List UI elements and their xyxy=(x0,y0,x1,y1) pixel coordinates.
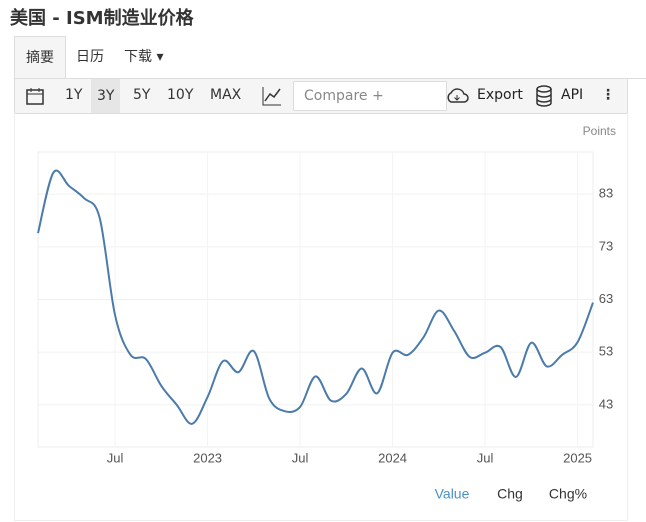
range-button[interactable]: 3Y xyxy=(91,79,121,113)
export-icon[interactable] xyxy=(445,86,469,106)
chart-panel xyxy=(14,113,628,521)
y-tick-label: 43 xyxy=(599,396,613,411)
toolbar: 1Y 3Y 5Y 10Y MAX Compare + Export API ⋮ xyxy=(14,78,628,114)
y-tick-label: 53 xyxy=(599,344,613,359)
x-tick-label: Jul xyxy=(107,450,124,465)
tab[interactable]: 摘要 xyxy=(14,36,66,79)
range-button[interactable]: 10Y xyxy=(167,87,194,103)
x-tick-label: 2023 xyxy=(193,450,222,465)
tab[interactable]: 下载 ▾ xyxy=(124,49,164,65)
tab[interactable]: 日历 xyxy=(76,49,104,65)
y-axis-label: Points xyxy=(583,124,616,138)
menu-button[interactable]: ⋮ xyxy=(601,87,615,103)
api-icon[interactable] xyxy=(535,85,553,107)
export-button[interactable]: Export xyxy=(477,87,523,103)
range-button[interactable]: 5Y xyxy=(133,87,151,103)
range-button[interactable]: 1Y xyxy=(65,87,83,103)
view-button[interactable]: Value xyxy=(435,486,470,502)
api-button[interactable]: API xyxy=(561,87,584,103)
x-tick-label: Jul xyxy=(477,450,494,465)
x-tick-label: Jul xyxy=(292,450,309,465)
chart-type-icon[interactable] xyxy=(261,85,283,107)
y-tick-label: 63 xyxy=(599,291,613,306)
y-tick-label: 83 xyxy=(599,186,613,201)
calendar-icon[interactable] xyxy=(25,86,45,106)
y-tick-label: 73 xyxy=(599,238,613,253)
x-tick-label: 2024 xyxy=(378,450,407,465)
series-line xyxy=(37,169,594,425)
x-tick-label: 2025 xyxy=(563,450,592,465)
range-button[interactable]: MAX xyxy=(210,87,242,103)
page-title: 美国 - ISM制造业价格 xyxy=(10,8,194,29)
view-button[interactable]: Chg% xyxy=(549,486,587,502)
compare-input[interactable]: Compare + xyxy=(293,81,447,111)
tab-label: 下载 xyxy=(124,49,152,65)
view-button[interactable]: Chg xyxy=(497,486,523,502)
